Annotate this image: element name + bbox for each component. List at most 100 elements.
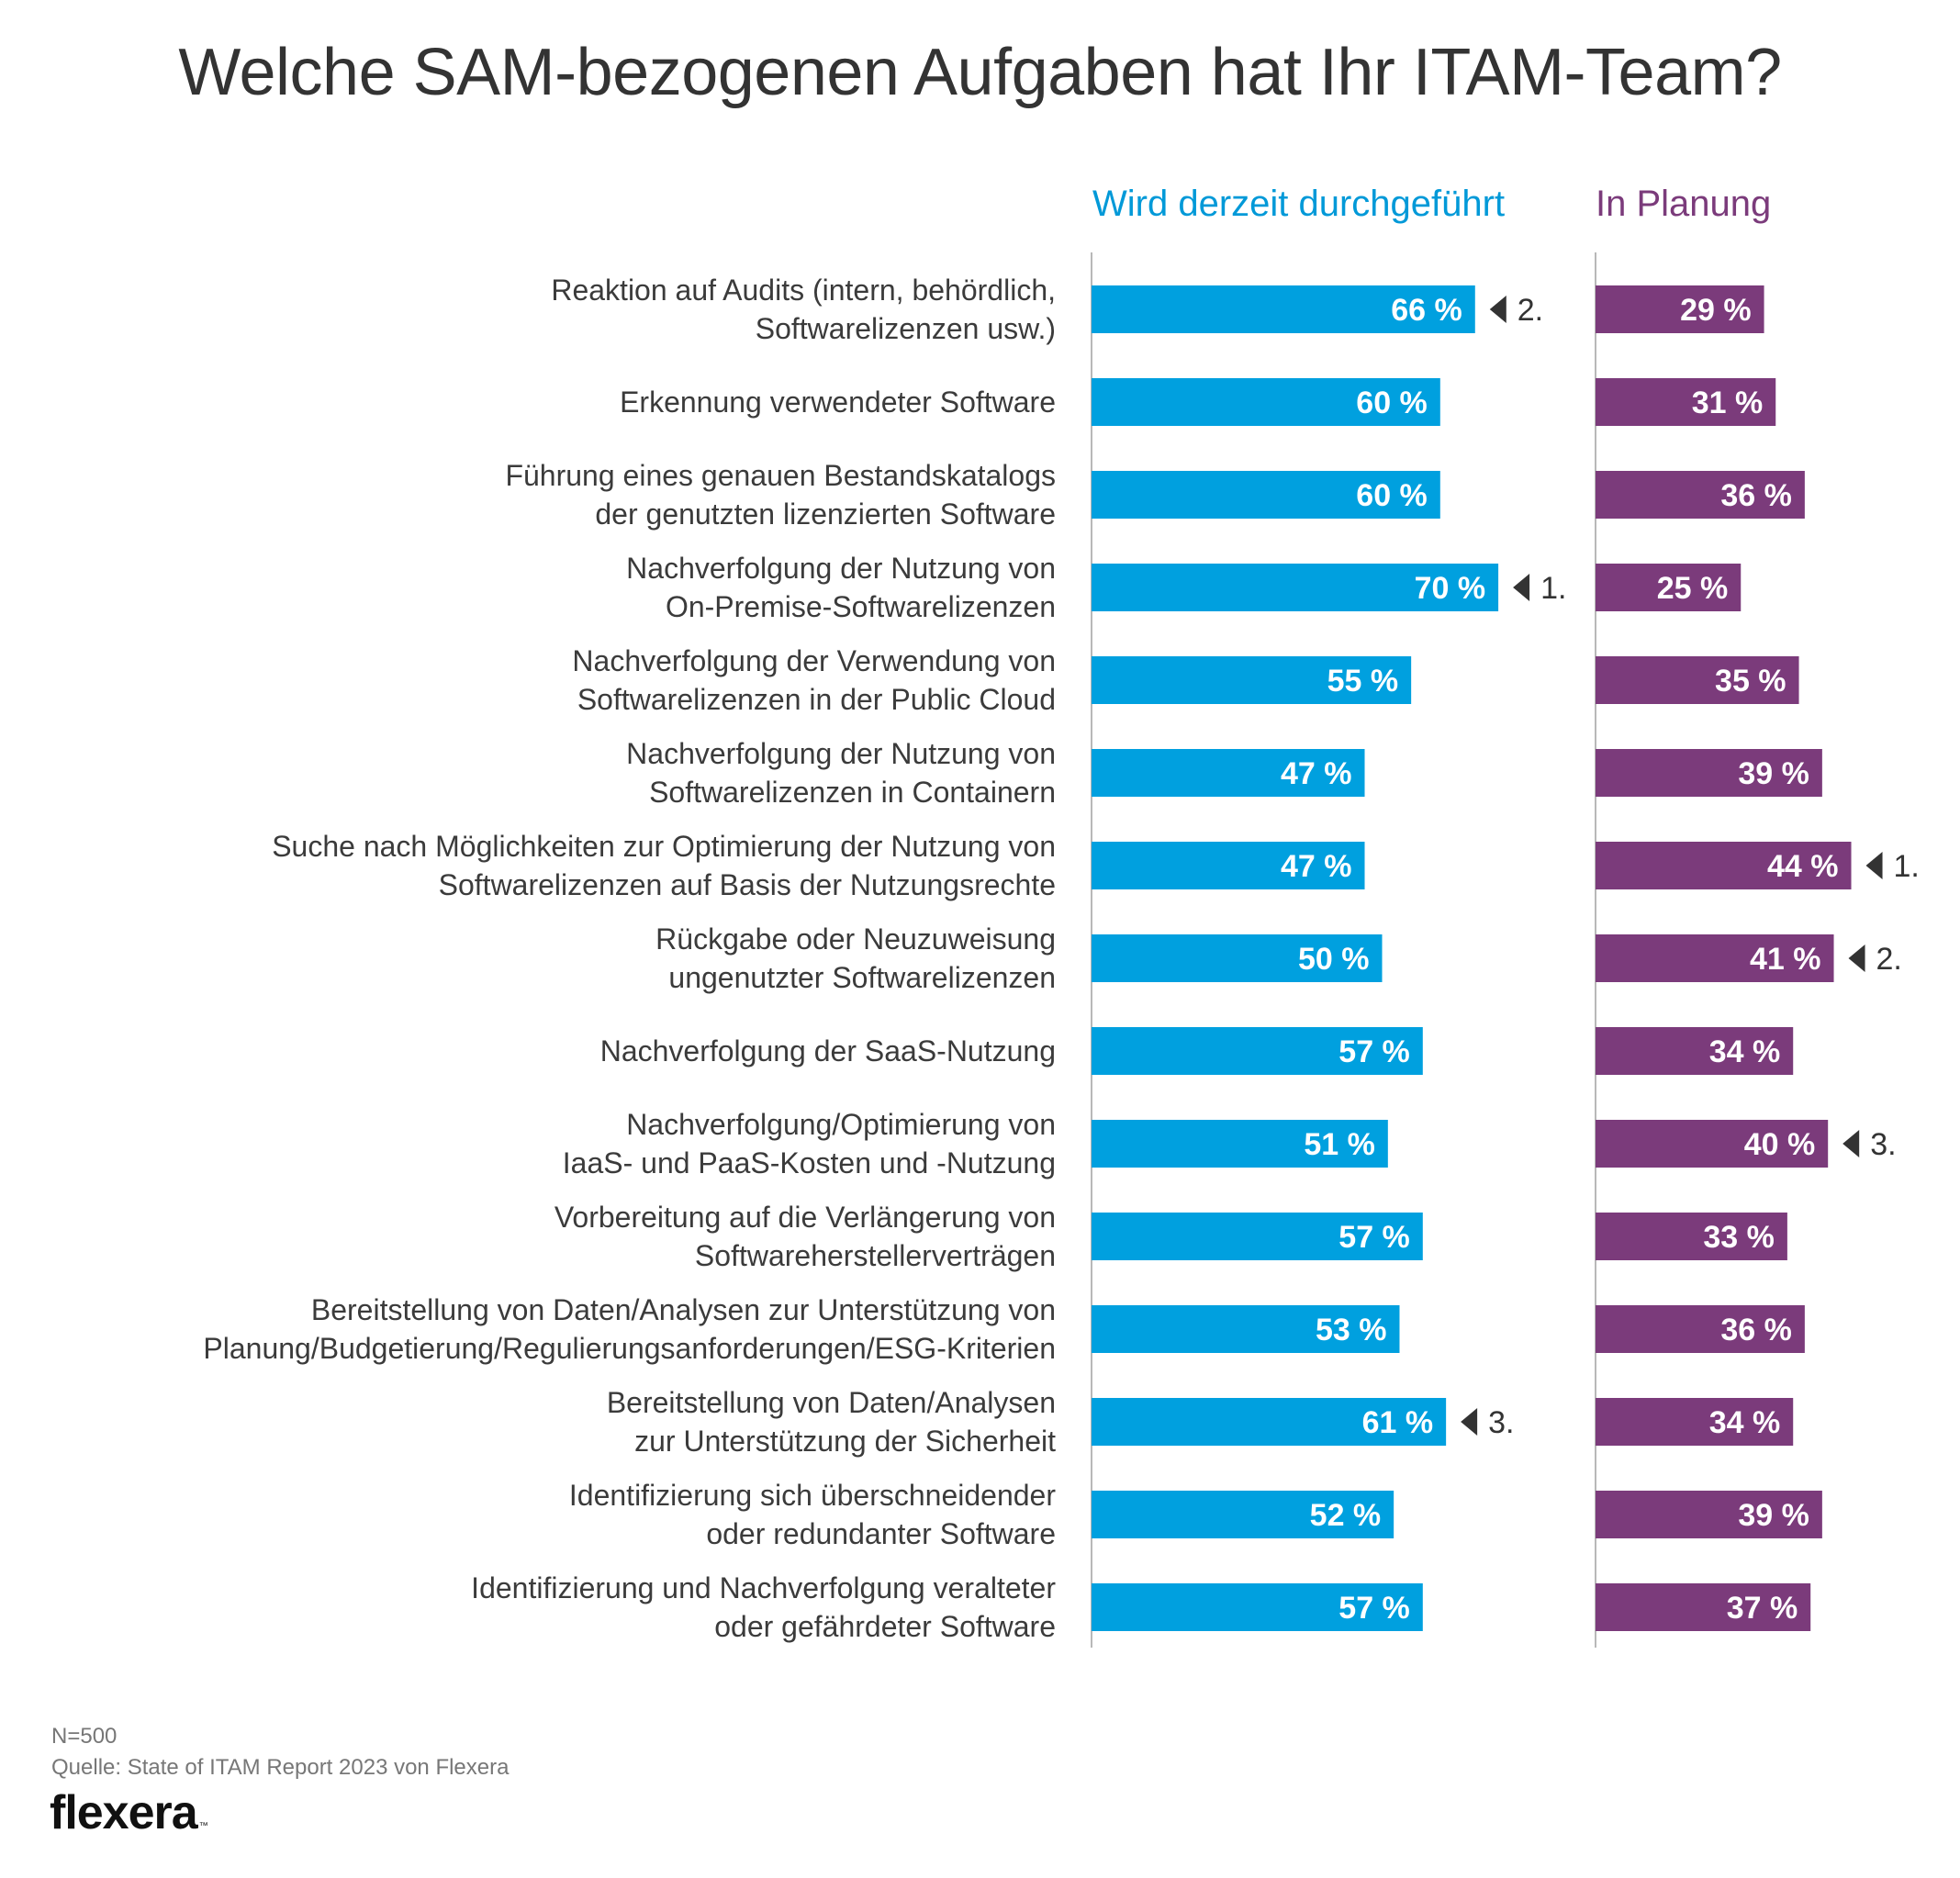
sample-size-note: N=500 xyxy=(51,1724,118,1749)
category-label: ungenutzter Softwarelizenzen xyxy=(668,961,1056,994)
rank-marker-icon xyxy=(1461,1408,1478,1436)
bar-planned xyxy=(1596,1491,1822,1538)
category-label: Rückgabe oder Neuzuweisung xyxy=(655,922,1056,956)
bar-planned xyxy=(1596,1305,1805,1353)
bar-value-label: 29 % xyxy=(1680,293,1752,328)
bar-chart: Reaktion auf Audits (intern, behördlich,… xyxy=(203,252,1920,1648)
bar-value-label: 36 % xyxy=(1720,478,1792,513)
bar-current xyxy=(1092,378,1440,426)
chart-title: Welche SAM-bezogenen Aufgaben hat Ihr IT… xyxy=(178,36,1782,109)
series-header-current: Wird derzeit durchgeführt xyxy=(1092,184,1506,224)
rank-marker-icon xyxy=(1489,296,1506,323)
category-label: Planung/Budgetierung/Regulierungsanforde… xyxy=(203,1332,1056,1365)
rank-label: 1. xyxy=(1894,849,1920,884)
category-label: Softwareherstellerverträgen xyxy=(695,1239,1056,1272)
bar-current xyxy=(1092,564,1499,611)
bar-value-label: 55 % xyxy=(1327,664,1399,699)
rank-label: 1. xyxy=(1540,571,1566,606)
category-label: Nachverfolgung/Optimierung von xyxy=(626,1108,1056,1141)
category-label: Identifizierung und Nachverfolgung veral… xyxy=(471,1571,1056,1604)
bar-current xyxy=(1092,1027,1423,1075)
bar-planned xyxy=(1596,934,1834,982)
bar-value-label: 25 % xyxy=(1657,571,1729,606)
category-label: Vorbereitung auf die Verlängerung von xyxy=(554,1201,1056,1234)
bar-current xyxy=(1092,842,1365,889)
logo-text: flexera xyxy=(50,1786,198,1839)
category-label: Erkennung verwendeter Software xyxy=(620,386,1056,419)
bar-value-label: 57 % xyxy=(1338,1220,1410,1255)
category-label: Softwarelizenzen in der Public Cloud xyxy=(577,683,1056,716)
category-label: zur Unterstützung der Sicherheit xyxy=(634,1425,1056,1458)
bar-value-label: 57 % xyxy=(1338,1034,1410,1069)
category-label: Nachverfolgung der Verwendung von xyxy=(572,644,1056,677)
category-label: Führung eines genauen Bestandskatalogs xyxy=(505,459,1056,492)
bar-value-label: 39 % xyxy=(1738,756,1809,791)
bar-value-label: 33 % xyxy=(1703,1220,1775,1255)
bar-value-label: 47 % xyxy=(1281,756,1352,791)
bar-value-label: 39 % xyxy=(1738,1498,1809,1533)
category-label: Nachverfolgung der Nutzung von xyxy=(626,552,1056,585)
category-label: oder gefährdeter Software xyxy=(714,1610,1056,1643)
logo-trademark: ™ xyxy=(198,1821,208,1831)
bar-value-label: 60 % xyxy=(1356,478,1428,513)
bar-value-label: 51 % xyxy=(1304,1127,1375,1162)
category-label: der genutzten lizenzierten Software xyxy=(595,497,1056,531)
bar-value-label: 41 % xyxy=(1750,942,1821,977)
bar-current xyxy=(1092,471,1440,519)
bar-planned xyxy=(1596,471,1805,519)
bar-current xyxy=(1092,285,1475,333)
category-label: Softwarelizenzen auf Basis der Nutzungsr… xyxy=(439,868,1056,901)
category-label: Bereitstellung von Daten/Analysen xyxy=(607,1386,1056,1419)
bar-current xyxy=(1092,749,1365,797)
bar-value-label: 34 % xyxy=(1709,1405,1781,1440)
bar-value-label: 35 % xyxy=(1715,664,1786,699)
rank-marker-icon xyxy=(1842,1130,1860,1157)
category-label: Nachverfolgung der SaaS-Nutzung xyxy=(600,1034,1056,1068)
category-label: Softwarelizenzen usw.) xyxy=(756,312,1056,345)
bar-current xyxy=(1092,1305,1400,1353)
bar-value-label: 52 % xyxy=(1310,1498,1382,1533)
category-label: On-Premise-Softwarelizenzen xyxy=(666,590,1056,623)
category-label: oder redundanter Software xyxy=(706,1517,1056,1550)
bar-value-label: 61 % xyxy=(1362,1405,1434,1440)
category-label: Nachverfolgung der Nutzung von xyxy=(626,737,1056,770)
bar-planned xyxy=(1596,842,1852,889)
bar-value-label: 37 % xyxy=(1727,1591,1798,1626)
category-label: Suche nach Möglichkeiten zur Optimierung… xyxy=(272,830,1056,863)
source-note: Quelle: State of ITAM Report 2023 von Fl… xyxy=(51,1755,510,1780)
bar-planned xyxy=(1596,564,1742,611)
bar-planned xyxy=(1596,285,1764,333)
bar-current xyxy=(1092,656,1412,704)
bar-value-label: 60 % xyxy=(1356,386,1428,420)
bar-value-label: 70 % xyxy=(1415,571,1486,606)
rank-marker-icon xyxy=(1848,945,1865,972)
category-label: Softwarelizenzen in Containern xyxy=(649,776,1056,809)
bar-planned xyxy=(1596,1583,1811,1631)
bar-current xyxy=(1092,934,1383,982)
bar-current xyxy=(1092,1213,1423,1260)
rank-marker-icon xyxy=(1865,852,1883,879)
category-label: IaaS- und PaaS-Kosten und -Nutzung xyxy=(563,1146,1056,1179)
bar-planned xyxy=(1596,1120,1829,1168)
rank-label: 2. xyxy=(1876,942,1902,977)
rank-label: 3. xyxy=(1870,1127,1896,1162)
bar-current xyxy=(1092,1583,1423,1631)
bar-value-label: 50 % xyxy=(1298,942,1370,977)
category-label: Reaktion auf Audits (intern, behördlich, xyxy=(551,274,1056,307)
rank-label: 3. xyxy=(1488,1405,1514,1440)
bar-planned xyxy=(1596,1398,1794,1446)
bar-value-label: 44 % xyxy=(1767,849,1839,884)
bar-value-label: 66 % xyxy=(1391,293,1462,328)
bar-planned xyxy=(1596,656,1799,704)
category-label: Identifizierung sich überschneidender xyxy=(569,1479,1056,1512)
bar-current xyxy=(1092,1491,1394,1538)
bar-planned xyxy=(1596,378,1776,426)
bar-planned xyxy=(1596,1027,1794,1075)
rank-marker-icon xyxy=(1513,574,1530,601)
bar-value-label: 47 % xyxy=(1281,849,1352,884)
bar-planned xyxy=(1596,749,1822,797)
bar-planned xyxy=(1596,1213,1787,1260)
rank-label: 2. xyxy=(1518,293,1543,328)
bar-value-label: 53 % xyxy=(1316,1313,1387,1347)
